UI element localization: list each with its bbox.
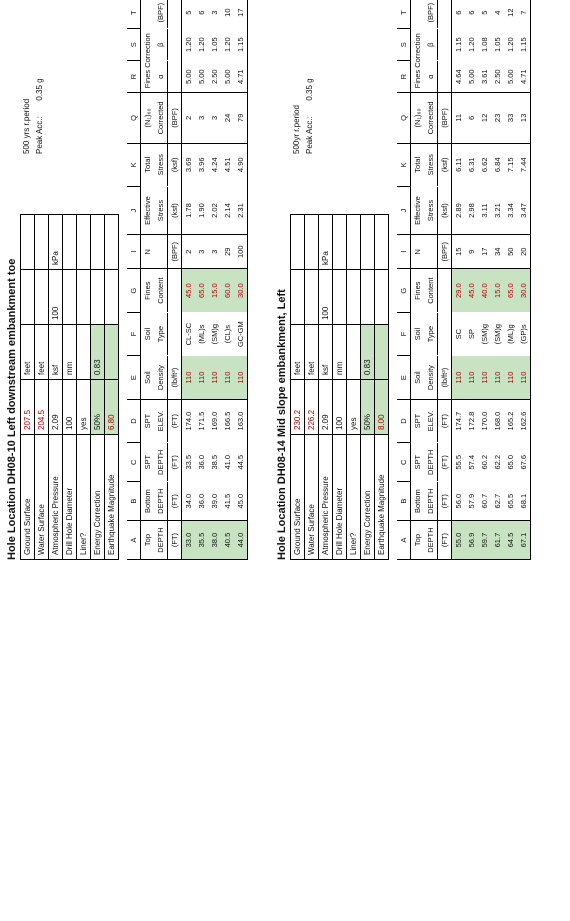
spt-table: ABCDEFGIJKQRSTUVWXYZAAABACTopBottomSPTSP… [397,0,531,560]
hole-title: Hole Location DH08-14 Mid slope embankme… [276,0,288,560]
site-info-table: Ground Surface207.5feetWater Surface204.… [20,214,119,560]
peak-block: 500yr r.periodPeak Acc.: 0.35 g [290,78,316,154]
peak-block: 500 yrs r.periodPeak Acc.: 0.35 g [20,78,46,154]
site-info-table: Ground Surface230.2feetWater Surface226.… [290,214,389,560]
hole-title: Hole Location DH08-10 Left downstream em… [6,0,18,560]
spt-table: ABCDEFGIJKQRSTUVWXYZAAABACTopBottomSPTSP… [127,0,248,560]
